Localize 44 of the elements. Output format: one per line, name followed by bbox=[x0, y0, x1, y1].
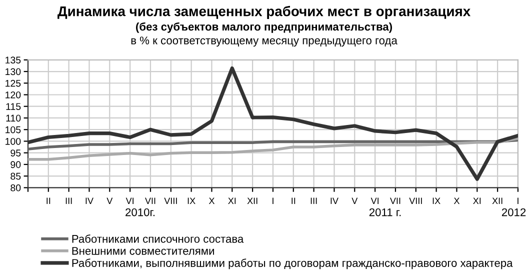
y-tick-label: 85 bbox=[10, 172, 21, 180]
x-tick-label: X bbox=[208, 198, 215, 204]
line-series bbox=[28, 137, 518, 161]
chart-title: Динамика числа замещенных рабочих мест в организациях bbox=[58, 6, 470, 19]
y-tick-label: 90 bbox=[10, 161, 21, 168]
y-tick-label: 105 bbox=[6, 126, 21, 134]
x-tick-label: VII bbox=[390, 198, 400, 204]
x-tick-label: X bbox=[454, 198, 460, 204]
x-tick-label: III bbox=[66, 198, 72, 204]
y-tick-label: 125 bbox=[6, 80, 21, 87]
x-tick-label: XII bbox=[492, 198, 502, 204]
x-tick-label: I bbox=[272, 198, 274, 204]
x-tick-label: II bbox=[292, 198, 296, 204]
x-tick-label: III bbox=[310, 198, 317, 204]
y-tick-label: 115 bbox=[6, 103, 21, 110]
x-tick-label: XII bbox=[247, 198, 258, 204]
x-tick-label: IV bbox=[86, 198, 94, 204]
y-tick-label: 100 bbox=[6, 138, 21, 145]
legend-label: Работниками, выполнявшими работы по договорам гражданско-правового характера bbox=[72, 258, 513, 270]
chart-subtitle: (без субъектов малого предпринимательства) в % к соответствующему месяцу предыдущего года bbox=[131, 22, 398, 47]
y-tick-label: 80 bbox=[10, 184, 21, 192]
x-tick-label: II bbox=[46, 198, 50, 204]
text: 2012 bbox=[502, 208, 526, 216]
text: 2010г. bbox=[126, 208, 155, 216]
legend-label: Работниками списочного состава bbox=[72, 234, 244, 243]
legend-label: Внешними совместителями bbox=[72, 247, 214, 255]
y-tick-label: 130 bbox=[6, 68, 21, 76]
x-tick-label: IX bbox=[432, 198, 440, 204]
x-tick-label: VIII bbox=[409, 198, 422, 204]
y-tick-label: 120 bbox=[6, 91, 21, 98]
x-tick-label: VIII bbox=[164, 198, 177, 204]
y-tick-label: 135 bbox=[6, 56, 21, 64]
text: 2011 г. bbox=[369, 208, 401, 216]
x-tick-label: V bbox=[352, 198, 358, 204]
x-tick-label: XI bbox=[473, 198, 481, 204]
y-tick-label: 95 bbox=[10, 150, 21, 156]
y-tick-label: 110 bbox=[6, 114, 21, 122]
x-tick-label: IX bbox=[188, 198, 196, 204]
x-tick-label: V bbox=[106, 198, 113, 204]
x-tick-label: VI bbox=[370, 198, 378, 204]
x-tick-label: VI bbox=[126, 198, 134, 204]
x-tick-label: XI bbox=[228, 198, 236, 204]
x-tick-label: VII bbox=[145, 198, 156, 204]
x-tick-label: IV bbox=[330, 198, 338, 204]
